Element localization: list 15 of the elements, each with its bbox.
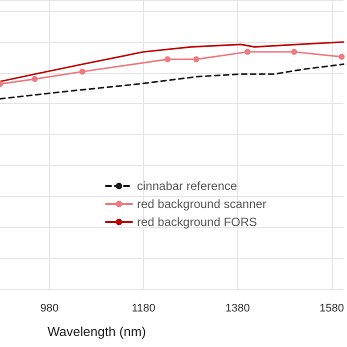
x-tick-label: 1380 — [225, 302, 250, 314]
x-axis-title: Wavelength (nm) — [48, 324, 146, 339]
x-tick-label: 1180 — [132, 302, 156, 314]
point — [32, 76, 38, 82]
point — [244, 48, 251, 55]
legend-label: cinnabar reference — [137, 179, 238, 193]
point — [338, 54, 345, 60]
x-tick-label: 1580 — [320, 302, 344, 314]
legend-label: red background FORS — [137, 215, 258, 229]
point — [193, 56, 200, 62]
x-tick-label: 980 — [40, 302, 59, 314]
point — [164, 56, 171, 62]
point — [79, 68, 86, 75]
point — [291, 48, 298, 55]
legend-label: red background scanner — [137, 197, 266, 211]
